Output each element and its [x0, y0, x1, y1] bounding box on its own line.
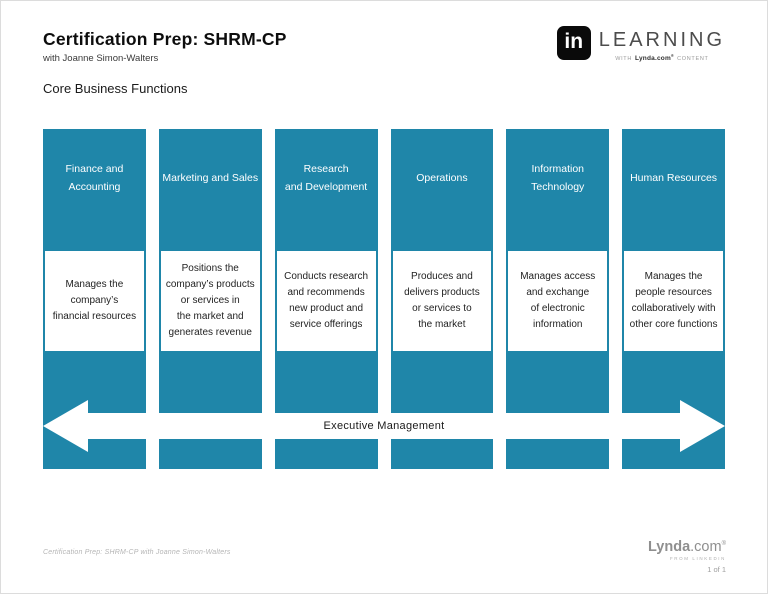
column-description: Conducts research and recommends new pro…	[276, 251, 376, 351]
learning-wordmark: LEARNING WITH Lynda.com® CONTENT	[599, 26, 725, 62]
column-header: Information Technology	[531, 162, 585, 193]
linkedin-in-icon: in	[556, 26, 591, 60]
lynda-logo: Lynda.com®	[647, 539, 726, 555]
footer-course-credit: Certification Prep: SHRM-CP with Joanne …	[43, 549, 231, 556]
column-description: Positions the company’s products or serv…	[160, 251, 260, 351]
tagline-brand: Lynda.com®	[635, 53, 675, 63]
column-header: Human Resources	[630, 171, 718, 184]
learning-tagline: WITH Lynda.com® CONTENT	[599, 53, 725, 62]
column-description: Manages access and exchange of electroni…	[508, 251, 608, 351]
tagline-suffix: CONTENT	[677, 56, 709, 63]
arrow-shaft: Executive Management	[87, 413, 681, 439]
column-research-development: Research and Development Conducts resear…	[274, 129, 378, 469]
footer-brand-block: Lynda.com® FROM LINKEDIN 1 of 1	[648, 540, 726, 574]
course-author: with Joanne Simon-Walters	[43, 53, 159, 64]
business-functions-diagram: Finance and Accounting Manages the compa…	[43, 129, 725, 469]
column-operations: Operations Produces and delivers product…	[390, 129, 494, 469]
arrow-left-head-icon	[43, 400, 88, 452]
column-header: Operations	[416, 171, 468, 184]
slide-heading: Core Business Functions	[43, 81, 188, 96]
arrow-right-head-icon	[680, 400, 725, 452]
column-header: Research and Development	[284, 162, 368, 193]
column-description: Manages the company’s financial resource…	[45, 251, 144, 351]
column-marketing-sales: Marketing and Sales Positions the compan…	[158, 129, 262, 469]
learning-text: LEARNING	[598, 29, 725, 51]
course-title: Certification Prep: SHRM-CP	[43, 29, 287, 49]
page-indicator: 1 of 1	[707, 564, 726, 574]
arrow-label: Executive Management	[323, 420, 445, 432]
lynda-sub-text: FROM LINKEDIN	[669, 555, 726, 561]
column-description: Manages the people resources collaborati…	[624, 251, 723, 351]
linkedin-learning-logo: in LEARNING WITH Lynda.com® CONTENT	[556, 26, 725, 62]
column-header: Marketing and Sales	[162, 171, 259, 184]
tagline-prefix: WITH	[615, 56, 633, 63]
column-description: Produces and delivers products or servic…	[392, 251, 492, 351]
executive-management-arrow: Executive Management	[43, 400, 725, 452]
column-information-technology: Information Technology Manages access an…	[506, 129, 610, 469]
column-header: Finance and Accounting	[65, 162, 124, 193]
